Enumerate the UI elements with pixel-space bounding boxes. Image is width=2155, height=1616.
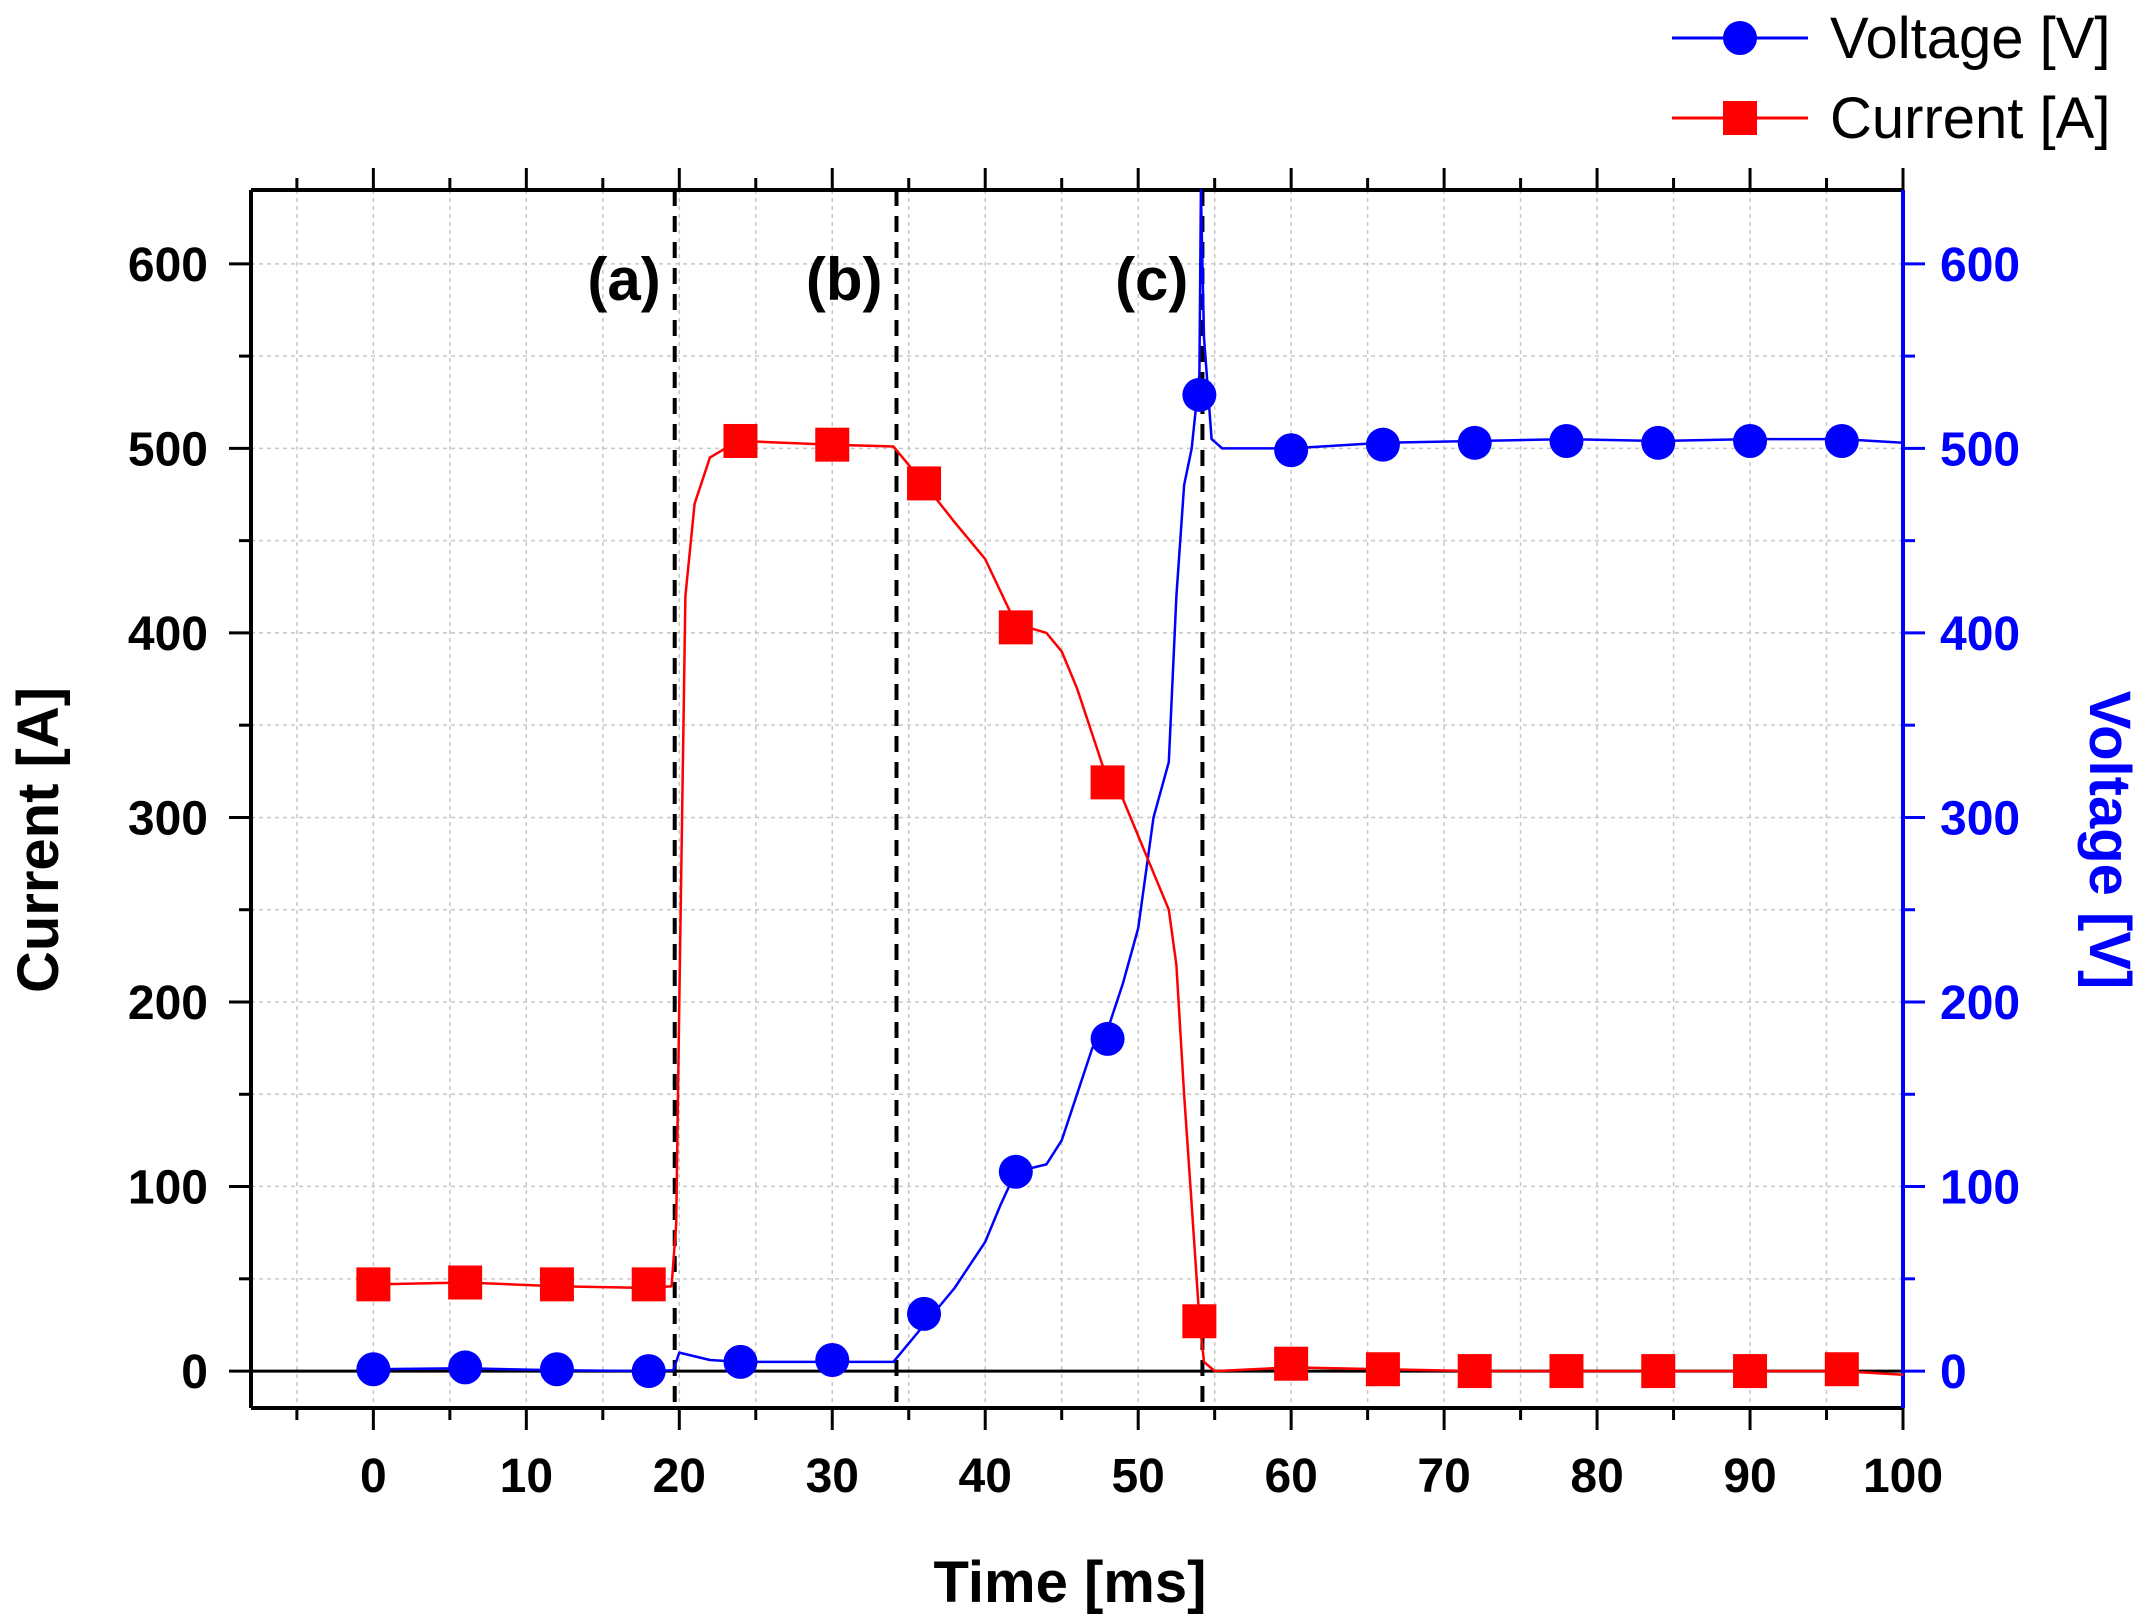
data-point-current	[1182, 1304, 1217, 1339]
annotations: (a) (b) (c)	[587, 246, 1188, 313]
x-tick-label: 100	[1863, 1450, 1943, 1503]
left-y-tick-label: 200	[128, 977, 208, 1030]
legend-marker-circle	[1723, 21, 1757, 55]
axis-ticks	[229, 168, 1925, 1430]
data-point-voltage	[1641, 425, 1676, 460]
data-point-voltage	[1824, 423, 1859, 458]
right-y-tick-label: 100	[1940, 1162, 2020, 1215]
series-markers	[356, 377, 1859, 1389]
x-tick-label: 50	[1111, 1450, 1164, 1503]
data-point-current	[1824, 1352, 1859, 1387]
event-lines	[672, 190, 1205, 1408]
left-y-tick-label: 500	[128, 423, 208, 476]
right-y-tick-label: 300	[1940, 792, 2020, 845]
annotation-label: (b)	[806, 246, 883, 313]
data-point-current	[998, 610, 1033, 645]
data-point-current	[1641, 1354, 1676, 1389]
x-tick-label: 10	[500, 1450, 553, 1503]
data-point-voltage	[1457, 425, 1492, 460]
legend-item-voltage: Voltage [V]	[1672, 6, 2111, 71]
plot-frame	[249, 188, 1905, 1410]
data-point-current	[1365, 1352, 1400, 1387]
x-tick-label: 0	[360, 1450, 387, 1503]
right-y-tick-label: 0	[1940, 1346, 1967, 1399]
right-y-tick-label: 400	[1940, 608, 2020, 661]
x-tick-label: 30	[806, 1450, 859, 1503]
data-point-current	[539, 1267, 574, 1302]
data-point-voltage	[1365, 427, 1400, 462]
data-point-voltage	[1274, 433, 1309, 468]
legend-label-current: Current [A]	[1830, 86, 2110, 151]
right-y-axis-title: Voltage [V]	[2077, 691, 2142, 990]
series-line-current	[373, 439, 1904, 1377]
annotation-label: (a)	[587, 246, 660, 313]
data-point-voltage	[1733, 423, 1768, 458]
left-y-axis-title: Current [A]	[6, 687, 71, 993]
right-y-tick-label: 500	[1940, 423, 2020, 476]
x-tick-label: 80	[1570, 1450, 1623, 1503]
x-tick-label: 70	[1417, 1450, 1470, 1503]
annotation-label: (c)	[1115, 246, 1188, 313]
data-point-current	[448, 1265, 483, 1300]
data-point-voltage	[631, 1354, 666, 1389]
data-point-voltage	[1549, 423, 1584, 458]
data-point-voltage	[1182, 377, 1217, 412]
left-y-tick-label: 100	[128, 1162, 208, 1215]
grid-lines	[251, 190, 1903, 1408]
data-point-current	[907, 466, 942, 501]
data-point-voltage	[998, 1154, 1033, 1189]
data-point-current	[723, 423, 758, 458]
left-y-tick-label: 400	[128, 608, 208, 661]
data-point-voltage	[1090, 1021, 1125, 1056]
left-y-tick-label: 600	[128, 239, 208, 292]
legend-label-voltage: Voltage [V]	[1830, 6, 2111, 71]
data-point-voltage	[815, 1343, 850, 1378]
x-axis-title: Time [ms]	[934, 1550, 1207, 1615]
x-tick-label: 90	[1723, 1450, 1776, 1503]
data-point-current	[1090, 765, 1125, 800]
data-point-voltage	[907, 1296, 942, 1331]
legend: Voltage [V] Current [A]	[1672, 6, 2111, 151]
left-y-tick-label: 300	[128, 792, 208, 845]
data-point-voltage	[356, 1352, 391, 1387]
data-point-voltage	[539, 1352, 574, 1387]
tick-labels: 0 10 20 30 40 50 60 70 80 90 100 0 0 100 100 200 200 300 3…	[128, 239, 2020, 1503]
data-point-current	[356, 1267, 391, 1302]
data-point-current	[815, 427, 850, 462]
x-tick-label: 20	[653, 1450, 706, 1503]
data-point-current	[1457, 1354, 1492, 1389]
left-y-tick-label: 0	[181, 1346, 208, 1399]
x-tick-label: 40	[959, 1450, 1012, 1503]
legend-item-current: Current [A]	[1672, 86, 2110, 151]
x-tick-label: 60	[1264, 1450, 1317, 1503]
data-point-current	[1733, 1354, 1768, 1389]
data-point-current	[1549, 1354, 1584, 1389]
legend-marker-square	[1723, 101, 1757, 135]
right-y-tick-label: 600	[1940, 239, 2020, 292]
data-point-voltage	[448, 1350, 483, 1385]
right-y-tick-label: 200	[1940, 977, 2020, 1030]
data-point-current	[1274, 1346, 1309, 1381]
data-point-current	[631, 1267, 666, 1302]
data-point-voltage	[723, 1344, 758, 1379]
